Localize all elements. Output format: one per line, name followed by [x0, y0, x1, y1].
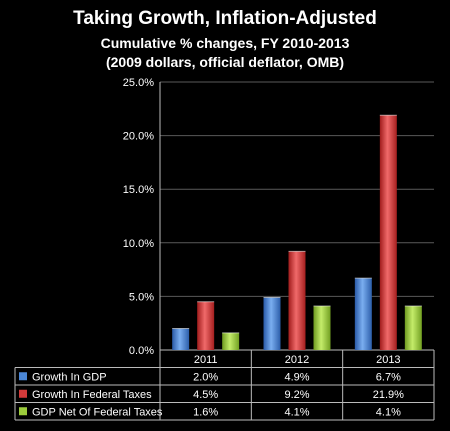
bar	[354, 278, 372, 350]
chart-subtitle-2: (2009 dollars, official deflator, OMB)	[105, 54, 345, 70]
legend-label: Growth In GDP	[32, 371, 107, 383]
x-tick-label: 2011	[194, 354, 218, 366]
chart-title: Taking Growth, Inflation-Adjusted	[73, 8, 377, 29]
x-tick-label: 2013	[376, 354, 400, 366]
data-label: 2.0%	[193, 371, 218, 383]
bar	[263, 297, 281, 350]
y-tick-label: 20.0%	[123, 131, 154, 143]
legend-label: Growth In Federal Taxes	[32, 389, 152, 401]
y-tick-label: 5.0%	[129, 291, 154, 303]
bar	[379, 115, 397, 351]
y-tick-label: 10.0%	[123, 238, 154, 250]
data-label: 4.1%	[284, 406, 309, 418]
data-label: 4.1%	[376, 406, 401, 418]
x-tick-label: 2012	[285, 354, 309, 366]
bar	[288, 251, 306, 350]
bar	[197, 301, 215, 350]
data-label: 4.5%	[193, 389, 218, 401]
y-tick-label: 0.0%	[129, 345, 154, 357]
chart-subtitle: Cumulative % changes, FY 2010-2013	[100, 35, 350, 51]
bar	[313, 306, 331, 350]
bar	[172, 328, 190, 350]
data-label: 9.2%	[284, 389, 309, 401]
data-label: 1.6%	[193, 406, 218, 418]
data-label: 4.9%	[284, 371, 309, 383]
bar	[222, 332, 240, 350]
y-tick-label: 25.0%	[123, 77, 154, 89]
legend-label: GDP Net Of Federal Taxes	[32, 406, 163, 418]
y-tick-label: 15.0%	[123, 184, 154, 196]
bar	[404, 306, 422, 350]
legend-swatch	[19, 372, 27, 381]
data-label: 21.9%	[373, 389, 404, 401]
legend-swatch	[19, 407, 27, 416]
legend-swatch	[19, 389, 27, 398]
data-label: 6.7%	[376, 371, 401, 383]
